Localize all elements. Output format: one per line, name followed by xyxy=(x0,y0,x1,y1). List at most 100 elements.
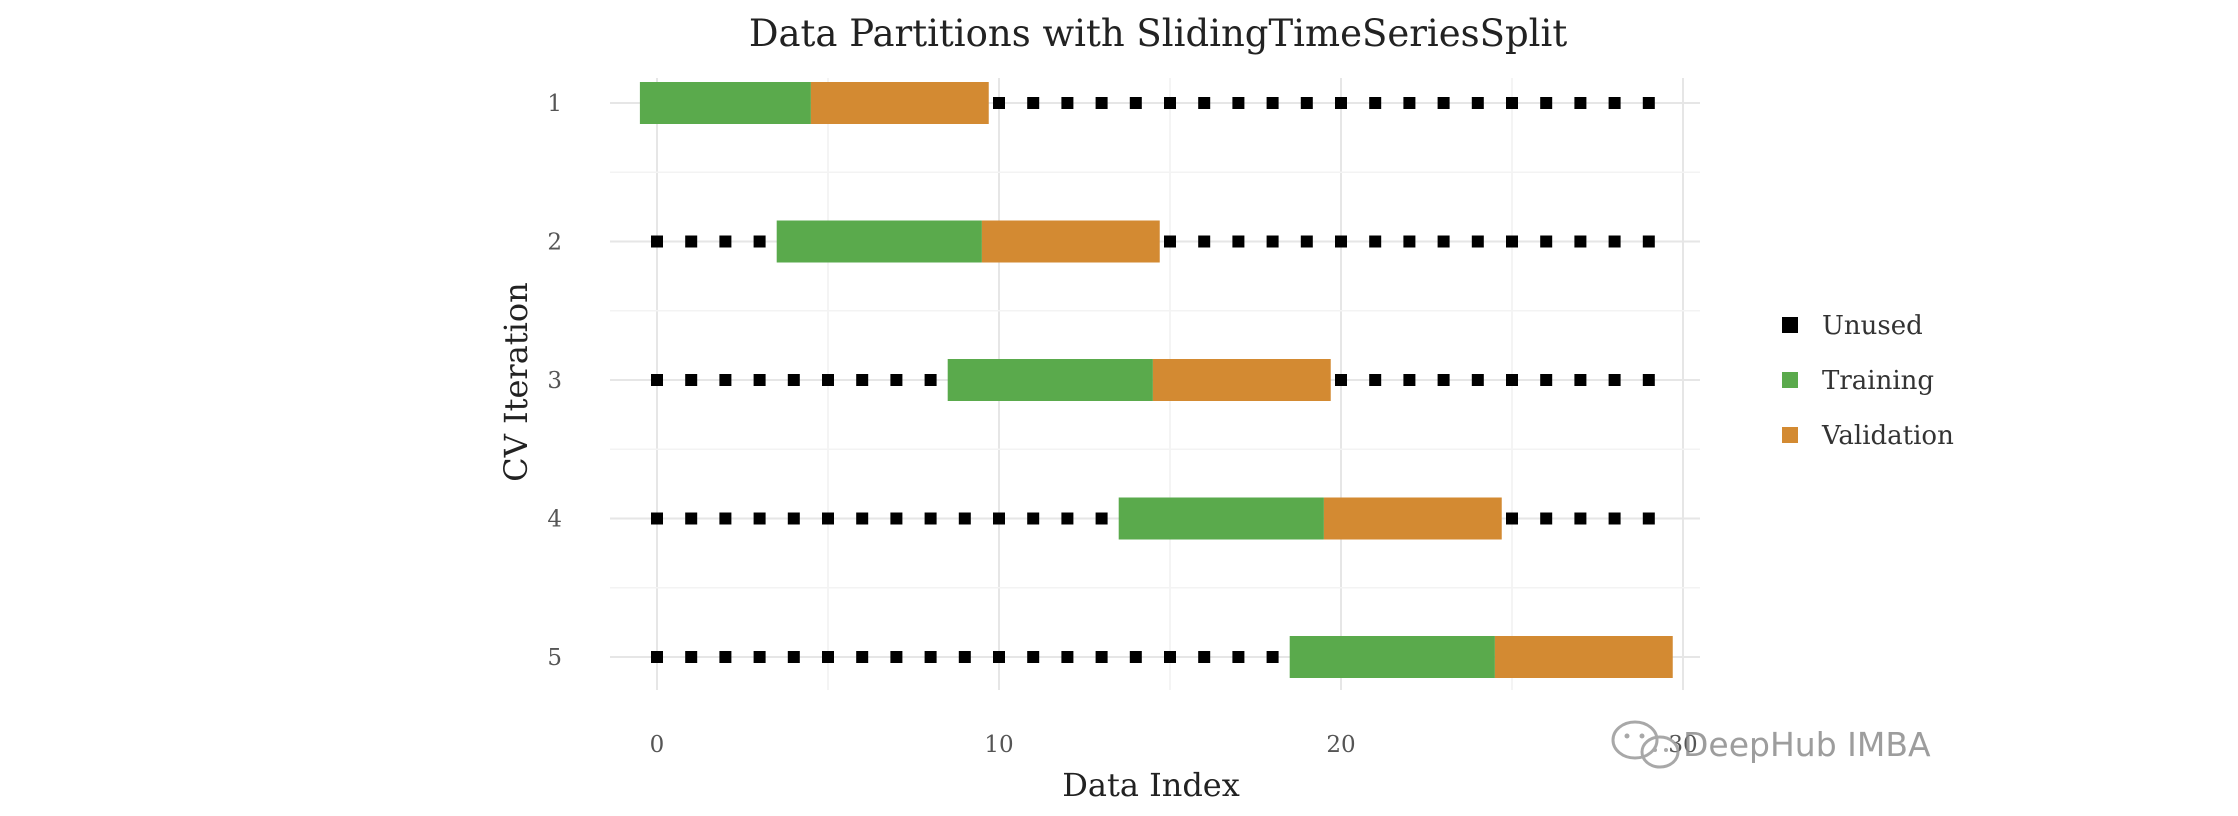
unused-point xyxy=(1164,235,1176,248)
unused-point xyxy=(1642,512,1655,525)
chart-title: Data Partitions with SlidingTimeSeriesSp… xyxy=(749,12,1568,55)
unused-point xyxy=(719,374,732,386)
unused-point xyxy=(1266,651,1279,663)
training-bar xyxy=(947,359,1153,401)
chart-marks xyxy=(639,82,1673,678)
training-bar xyxy=(776,220,982,263)
unused-point xyxy=(1061,651,1074,663)
unused-point xyxy=(787,512,800,525)
unused-point xyxy=(1369,374,1382,386)
unused-point xyxy=(856,374,869,386)
training-bar xyxy=(1118,497,1324,540)
unused-point xyxy=(1608,235,1621,248)
unused-point xyxy=(685,512,698,525)
unused-point xyxy=(1129,651,1142,663)
unused-point xyxy=(787,374,800,386)
unused-point xyxy=(651,374,663,386)
unused-point xyxy=(753,235,766,248)
unused-point xyxy=(1540,235,1553,248)
unused-point xyxy=(1574,97,1587,109)
unused-point xyxy=(1300,97,1313,109)
watermark: DeepHub IMBA xyxy=(1611,720,1931,769)
unused-point xyxy=(822,512,834,525)
unused-point xyxy=(993,651,1005,663)
unused-point xyxy=(1574,235,1587,248)
unused-point xyxy=(1266,235,1279,248)
training-bar xyxy=(1289,636,1495,678)
unused-point xyxy=(1027,651,1040,663)
unused-point xyxy=(1403,235,1416,248)
unused-point xyxy=(1232,651,1245,663)
y-axis-title: CV Iteration xyxy=(497,282,535,482)
unused-point xyxy=(1437,97,1450,109)
unused-point xyxy=(1642,97,1655,109)
y-tick-label: 3 xyxy=(547,368,562,394)
unused-point xyxy=(1471,235,1484,248)
x-axis-title: Data Index xyxy=(1062,766,1240,804)
x-tick-label: 30 xyxy=(1668,732,1697,758)
unused-point xyxy=(753,651,766,663)
watermark-text: DeepHub IMBA xyxy=(1683,725,1931,764)
unused-point xyxy=(719,651,732,663)
unused-point xyxy=(719,235,732,248)
unused-point xyxy=(890,374,903,386)
y-tick-label: 1 xyxy=(547,91,562,117)
wechat-logo-icon xyxy=(1611,720,1680,769)
unused-point xyxy=(753,374,766,386)
unused-point xyxy=(1642,235,1655,248)
unused-point xyxy=(958,651,971,663)
unused-point xyxy=(1300,235,1313,248)
unused-point xyxy=(1129,97,1142,109)
unused-point xyxy=(1164,97,1176,109)
y-tick-label: 5 xyxy=(547,645,562,671)
x-tick-label: 20 xyxy=(1326,732,1355,758)
unused-point xyxy=(1506,235,1518,248)
validation-bar xyxy=(981,220,1160,263)
legend-swatch xyxy=(1782,317,1798,333)
legend-swatch xyxy=(1782,372,1798,388)
unused-point xyxy=(1608,374,1621,386)
axes: 0 10 20 30 1 2 3 4 5 xyxy=(547,91,1697,758)
unused-point xyxy=(1335,97,1347,109)
unused-point xyxy=(685,651,698,663)
unused-point xyxy=(856,651,869,663)
unused-point xyxy=(856,512,869,525)
unused-point xyxy=(1198,97,1211,109)
unused-point xyxy=(1198,651,1211,663)
unused-point xyxy=(651,512,663,525)
unused-point xyxy=(685,235,698,248)
x-tick-label: 0 xyxy=(650,732,665,758)
unused-point xyxy=(993,97,1005,109)
unused-point xyxy=(1403,374,1416,386)
unused-point xyxy=(1506,512,1518,525)
y-tick-label: 4 xyxy=(547,507,562,533)
unused-point xyxy=(787,651,800,663)
unused-point xyxy=(685,374,698,386)
unused-point xyxy=(1164,651,1176,663)
unused-point xyxy=(1403,97,1416,109)
unused-point xyxy=(651,651,663,663)
training-bar xyxy=(639,82,811,124)
unused-point xyxy=(924,374,937,386)
unused-point xyxy=(958,512,971,525)
unused-point xyxy=(924,651,937,663)
unused-point xyxy=(1437,374,1450,386)
unused-point xyxy=(651,235,663,248)
unused-point xyxy=(1335,235,1347,248)
unused-point xyxy=(1027,97,1040,109)
unused-point xyxy=(890,512,903,525)
validation-bar xyxy=(1494,636,1673,678)
unused-point xyxy=(1369,235,1382,248)
unused-point xyxy=(1198,235,1211,248)
legend-label: Training xyxy=(1822,366,1934,396)
unused-point xyxy=(753,512,766,525)
x-tick-label: 10 xyxy=(984,732,1013,758)
unused-point xyxy=(822,374,834,386)
unused-point xyxy=(1608,97,1621,109)
validation-bar xyxy=(1323,497,1502,540)
unused-point xyxy=(1335,374,1347,386)
unused-point xyxy=(1095,97,1108,109)
y-tick-label: 2 xyxy=(547,230,562,256)
unused-point xyxy=(1574,512,1587,525)
